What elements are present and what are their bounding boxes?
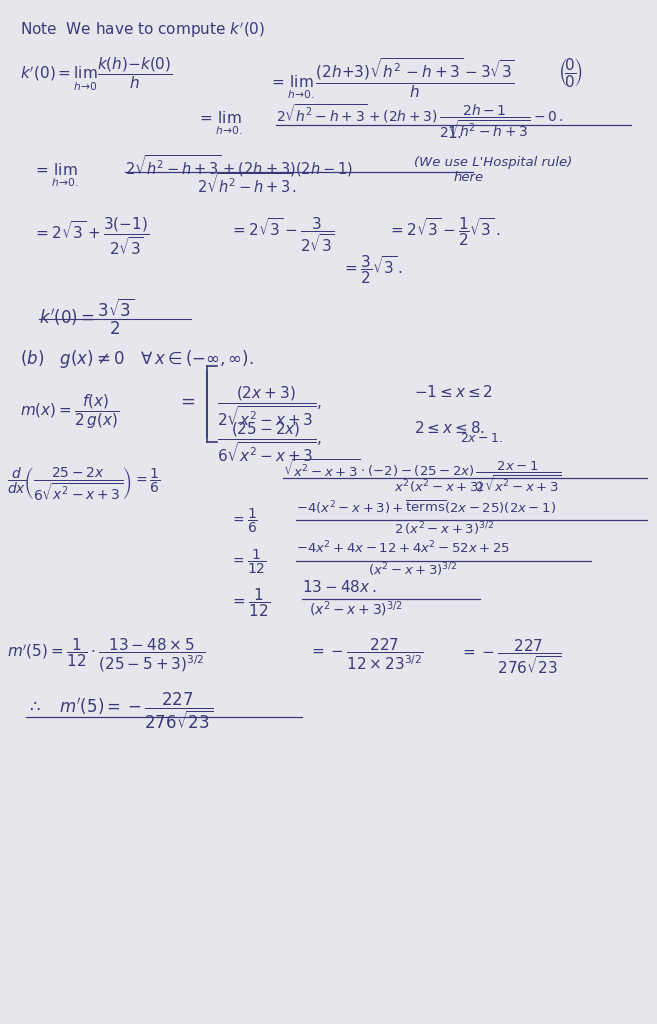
Text: $x^2(x^2-x+3)$: $x^2(x^2-x+3)$ xyxy=(394,478,484,496)
Text: $\therefore \quad m'(5) = -\dfrac{227}{276\sqrt{23}}$: $\therefore \quad m'(5) = -\dfrac{227}{2… xyxy=(26,691,214,731)
Text: $-4(x^2-x+3) + \overline{\text{terms}}(2x-25)(2x-1)$: $-4(x^2-x+3) + \overline{\text{terms}}(2… xyxy=(296,499,556,516)
Text: $2\sqrt{h^2-h+3} + (2h+3)(2h-1)$: $2\sqrt{h^2-h+3} + (2h+3)(2h-1)$ xyxy=(125,154,353,179)
Text: (We use L'Hospital rule): (We use L'Hospital rule) xyxy=(414,156,572,169)
Text: $2 \leq x \leq 8.$: $2 \leq x \leq 8.$ xyxy=(414,420,485,436)
Text: $1.$: $1.$ xyxy=(447,125,462,141)
Text: $= 2\sqrt{3} + \dfrac{3(-1)}{2\sqrt{3}}$: $= 2\sqrt{3} + \dfrac{3(-1)}{2\sqrt{3}}$ xyxy=(33,215,149,257)
Text: $= \;$: $= \;$ xyxy=(177,392,196,411)
Text: $2x-1.$: $2x-1.$ xyxy=(460,432,503,445)
Text: $= \lim_{h \to 0.}$: $= \lim_{h \to 0.}$ xyxy=(33,162,78,189)
Text: Note  We have to compute $k'(0)$: Note We have to compute $k'(0)$ xyxy=(20,20,265,40)
Text: $= 2\sqrt{3} - \dfrac{1}{2}\sqrt{3}\,.$: $= 2\sqrt{3} - \dfrac{1}{2}\sqrt{3}\,.$ xyxy=(388,215,500,248)
Text: $\left(\!\dfrac{0}{0}\!\right)$: $\left(\!\dfrac{0}{0}\!\right)$ xyxy=(558,56,583,89)
Text: $\sqrt{x^2-x+3}\cdot(-2) - (25-2x)\,\dfrac{2x-1}{2\sqrt{x^2-x+3}}$: $\sqrt{x^2-x+3}\cdot(-2) - (25-2x)\,\dfr… xyxy=(283,458,561,495)
Text: $= 2\sqrt{3} - \dfrac{3}{2\sqrt{3}}$: $= 2\sqrt{3} - \dfrac{3}{2\sqrt{3}}$ xyxy=(230,215,334,254)
Text: $= -\dfrac{227}{276\sqrt{23}}$: $= -\dfrac{227}{276\sqrt{23}}$ xyxy=(460,637,561,676)
Text: $13 - 48x\,.$: $13 - 48x\,.$ xyxy=(302,579,376,595)
Text: $= \lim_{h \to 0.} \dfrac{(2h+3)\sqrt{h^2-h+3} - 3\sqrt{3}}{h}$: $= \lim_{h \to 0.} \dfrac{(2h+3)\sqrt{h^… xyxy=(269,56,515,101)
Text: $2\sqrt{h^2-h+3}.$: $2\sqrt{h^2-h+3}.$ xyxy=(197,172,297,196)
Text: $(x^2-x+3)^{3/2}$: $(x^2-x+3)^{3/2}$ xyxy=(309,599,403,618)
Text: $k'(0) = \dfrac{3\sqrt{3}}{2}$: $k'(0) = \dfrac{3\sqrt{3}}{2}$ xyxy=(39,297,135,337)
Text: $= \dfrac{1}{12}$: $= \dfrac{1}{12}$ xyxy=(230,586,270,618)
Text: $(b) \quad g(x) \neq 0 \quad \forall\, x \in (-\infty,\infty).$: $(b) \quad g(x) \neq 0 \quad \forall\, x… xyxy=(20,348,254,370)
Text: $(x^2-x+3)^{3/2}$: $(x^2-x+3)^{3/2}$ xyxy=(368,561,457,579)
Text: $= \dfrac{1}{6}$: $= \dfrac{1}{6}$ xyxy=(230,507,258,536)
Text: $= -\dfrac{227}{12\times 23^{3/2}}$: $= -\dfrac{227}{12\times 23^{3/2}}$ xyxy=(309,637,423,673)
Text: $m(x) = \dfrac{f(x)}{2\,g(x)}$: $m(x) = \dfrac{f(x)}{2\,g(x)}$ xyxy=(20,392,119,431)
Text: $m'(5) = \dfrac{1}{12}\cdot\dfrac{13-48\times5}{(25-5+3)^{3/2}}$: $m'(5) = \dfrac{1}{12}\cdot\dfrac{13-48\… xyxy=(7,637,206,675)
Text: $2\sqrt{h^2-h+3} + (2h+3)\,\dfrac{2h-1}{2\sqrt{h^2-h+3}} - 0\,.$: $2\sqrt{h^2-h+3} + (2h+3)\,\dfrac{2h-1}{… xyxy=(276,102,564,139)
Text: $\dfrac{d}{dx}\!\left(\dfrac{25-2x}{6\sqrt{x^2-x+3}}\right) = \dfrac{1}{6}$: $\dfrac{d}{dx}\!\left(\dfrac{25-2x}{6\sq… xyxy=(7,466,160,503)
Text: here: here xyxy=(453,171,484,184)
Text: $k'(0) = \lim_{h \to 0} \dfrac{k(h)-k(0)}{h}$: $k'(0) = \lim_{h \to 0} \dfrac{k(h)-k(0)… xyxy=(20,56,172,93)
Text: $2\,(x^2-x+3)^{3/2}$: $2\,(x^2-x+3)^{3/2}$ xyxy=(394,520,494,538)
Text: $= \dfrac{3}{2}\sqrt{3}\,.$: $= \dfrac{3}{2}\sqrt{3}\,.$ xyxy=(342,253,403,286)
Text: $-4x^2+4x-12+4x^2-52x+25$: $-4x^2+4x-12+4x^2-52x+25$ xyxy=(296,540,510,556)
Text: $\dfrac{(25-2x)}{6\sqrt{x^2-x+3}},$: $\dfrac{(25-2x)}{6\sqrt{x^2-x+3}},$ xyxy=(217,420,322,464)
Text: $\dfrac{(2x+3)}{2\sqrt{x^2-x+3}},$: $\dfrac{(2x+3)}{2\sqrt{x^2-x+3}},$ xyxy=(217,384,322,428)
Text: $= \lim_{h \to 0.}$: $= \lim_{h \to 0.}$ xyxy=(197,110,242,137)
Text: $-1 \leq x \leq 2$: $-1 \leq x \leq 2$ xyxy=(414,384,493,400)
Text: $= \dfrac{1}{12}$: $= \dfrac{1}{12}$ xyxy=(230,548,267,577)
